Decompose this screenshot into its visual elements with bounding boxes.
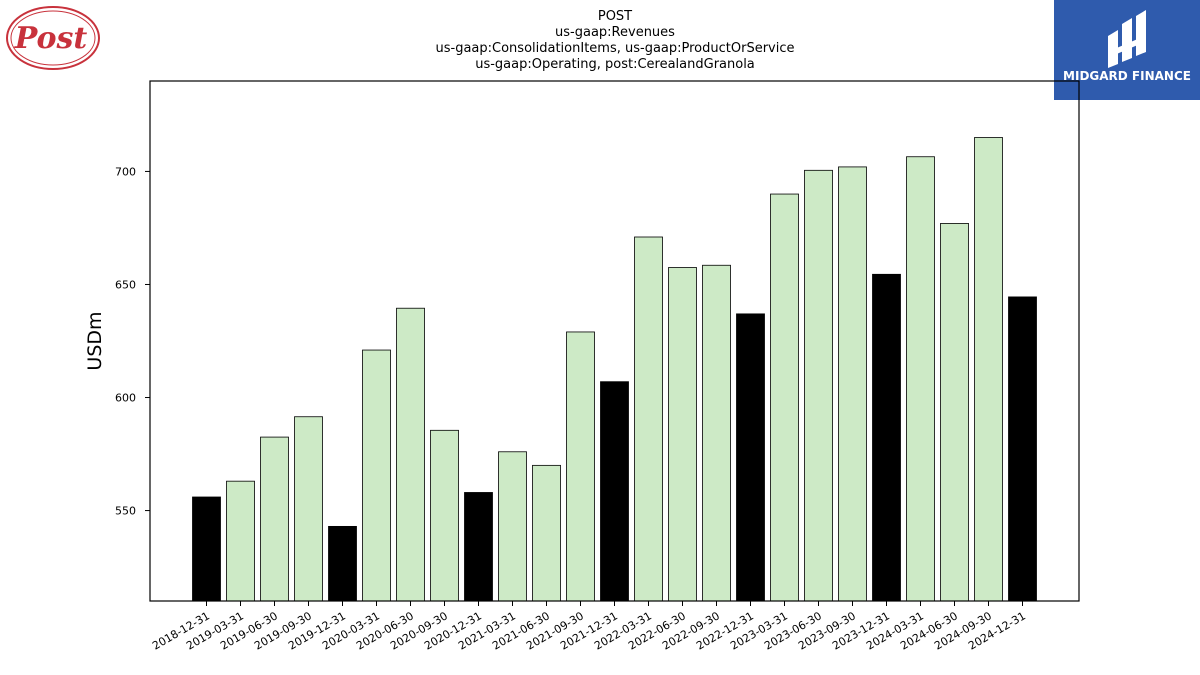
bar-2023-06-30 [804, 169, 833, 602]
y-tick-label: 600 [115, 392, 136, 405]
title-line-1: POST [598, 9, 632, 24]
midgard-logo-text: MIDGARD FINANCE [1063, 69, 1191, 83]
bar-2021-03-31 [498, 451, 527, 602]
title-line-4: us-gaap:Operating, post:CerealandGranola [475, 57, 755, 72]
x-axis: 2018-12-312019-03-312019-06-302019-09-30… [150, 601, 1028, 653]
bar-2024-12-31 [1008, 296, 1037, 602]
bars [192, 137, 1037, 602]
bar-2019-12-31 [328, 525, 357, 602]
bar-2024-06-30 [940, 223, 969, 602]
bar-2021-06-30 [532, 464, 561, 602]
bar-2022-09-30 [702, 264, 731, 602]
y-tick-label: 700 [115, 165, 136, 178]
post-logo: Post [6, 6, 100, 70]
bar-2022-03-31 [634, 236, 663, 602]
bar-2019-09-30 [294, 416, 323, 602]
bar-2023-03-31 [770, 193, 799, 602]
title-line-2: us-gaap:Revenues [555, 25, 675, 40]
bar-2024-09-30 [974, 137, 1003, 602]
bar-2021-12-31 [600, 381, 629, 602]
title-line-3: us-gaap:ConsolidationItems, us-gaap:Prod… [436, 41, 795, 56]
bar-2019-06-30 [260, 436, 289, 602]
bar-2019-03-31 [226, 480, 255, 602]
y-axis-label: USDm [84, 311, 106, 370]
midgard-mark-icon [1108, 10, 1146, 68]
bar-2020-06-30 [396, 307, 425, 602]
plot-area: 550 600 650 700 2018-12-312019-03-312019-06… [84, 80, 1080, 653]
y-tick-label: 650 [115, 278, 136, 291]
bar-2020-03-31 [362, 349, 391, 602]
chart-title: POST us-gaap:Revenues us-gaap:Consolidat… [436, 9, 795, 72]
y-axis: 550 600 650 700 [115, 165, 150, 518]
y-tick-label: 550 [115, 505, 136, 518]
bar-2021-09-30 [566, 331, 595, 602]
midgard-logo: MIDGARD FINANCE [1054, 0, 1200, 100]
bar-2023-12-31 [872, 273, 901, 602]
post-logo-text: Post [14, 21, 88, 56]
bar-2023-09-30 [838, 166, 867, 602]
bar-2022-12-31 [736, 313, 765, 602]
bar-2022-06-30 [668, 267, 697, 602]
bar-2018-12-31 [192, 496, 221, 602]
bar-2020-09-30 [430, 429, 459, 602]
bar-2024-03-31 [906, 156, 935, 602]
bar-2020-12-31 [464, 492, 493, 602]
